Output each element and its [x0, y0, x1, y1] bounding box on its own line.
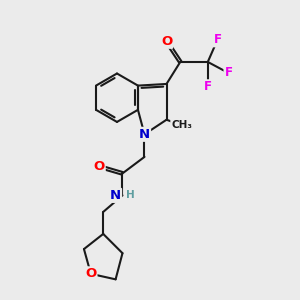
Text: O: O: [94, 160, 105, 173]
Text: F: F: [213, 33, 221, 46]
Text: F: F: [204, 80, 212, 93]
Text: O: O: [85, 267, 97, 280]
Text: N: N: [110, 189, 121, 202]
Text: H: H: [126, 190, 134, 200]
Text: O: O: [161, 35, 172, 48]
Text: F: F: [224, 66, 232, 80]
Text: CH₃: CH₃: [171, 120, 192, 130]
Text: N: N: [139, 128, 150, 141]
